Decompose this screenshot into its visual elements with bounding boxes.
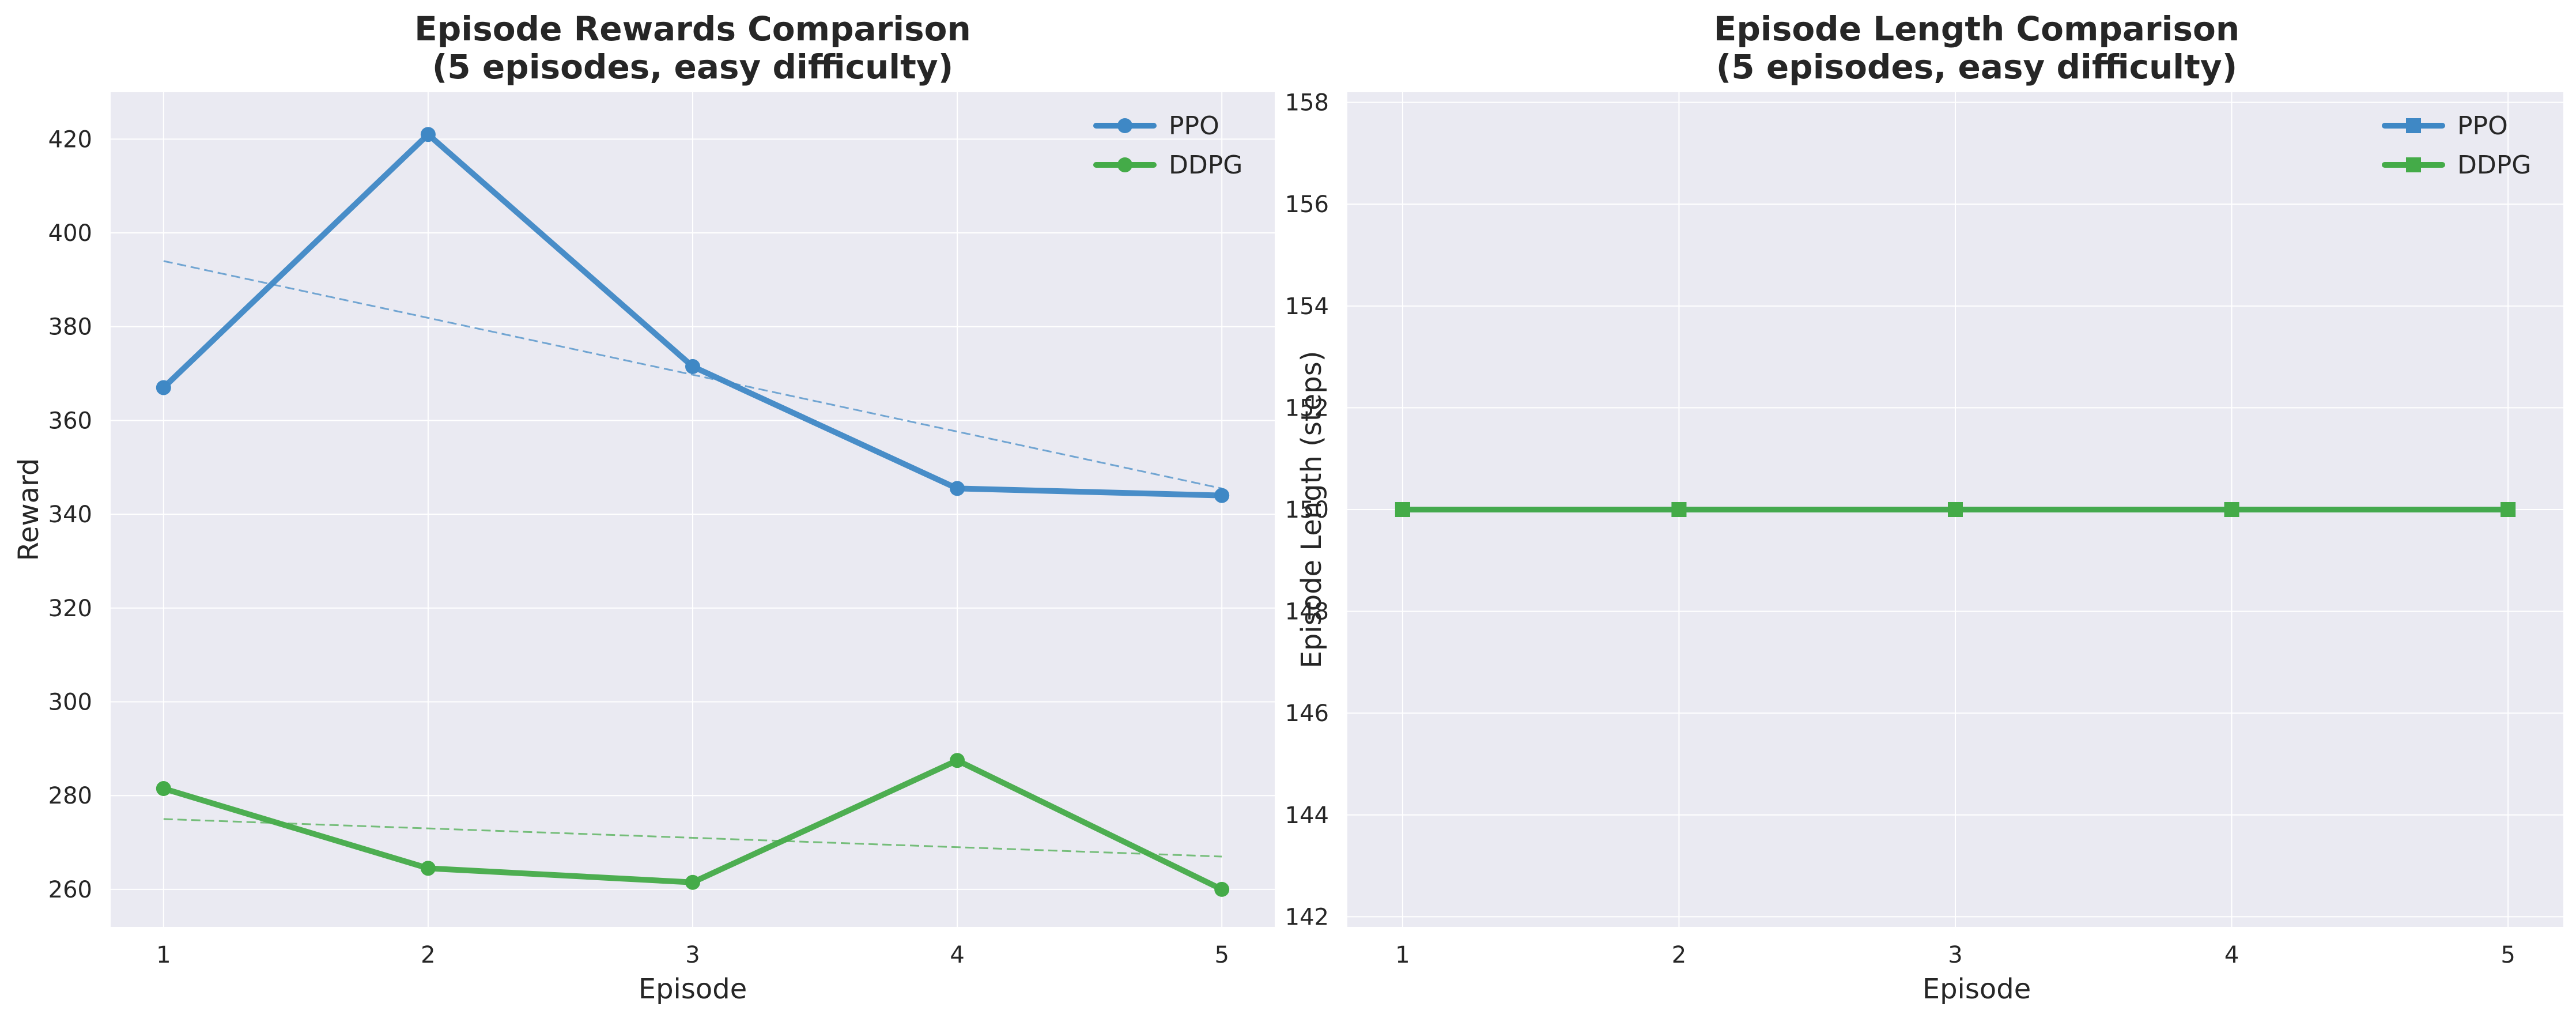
rewards-chart-title-line2: (5 episodes, easy difficulty) [432, 47, 953, 86]
length-data-point [2501, 502, 2516, 517]
rewards-x-tick-labels: 1 2 3 4 5 [156, 942, 1229, 968]
length-x-tick-labels: 1 2 3 4 5 [1395, 942, 2515, 968]
length-data-point [1395, 502, 1410, 517]
rewards-gridlines [111, 92, 1275, 927]
length-y-tick-label: 148 [1285, 599, 1329, 625]
rewards-data-point [685, 359, 700, 374]
length-data-point [1671, 502, 1687, 517]
length-legend-label-ddpg: DDPG [2457, 150, 2531, 180]
rewards-data-point [1214, 488, 1230, 503]
length-legend-marker [2406, 157, 2421, 172]
rewards-trendlines [163, 260, 1222, 858]
rewards-data-points [156, 127, 1230, 897]
rewards-x-tick-label: 5 [1214, 942, 1229, 968]
length-y-axis-label: Episode Length (steps) [1295, 351, 1328, 669]
rewards-chart-title-line1: Episode Rewards Comparison [414, 9, 971, 48]
rewards-y-tick-label: 320 [48, 595, 92, 622]
rewards-x-axis-label: Episode [639, 973, 747, 1005]
length-y-tick-label: 154 [1285, 293, 1329, 320]
length-x-tick-label: 4 [2224, 942, 2239, 968]
length-x-tick-label: 3 [1948, 942, 1962, 968]
length-x-tick-label: 2 [1672, 942, 1686, 968]
rewards-legend-label-ppo: PPO [1169, 111, 1219, 141]
rewards-legend-label-ddpg: DDPG [1169, 150, 1242, 180]
length-legend-label-ppo: PPO [2457, 111, 2508, 141]
length-y-tick-label: 152 [1285, 395, 1329, 421]
length-data-points [1395, 502, 2516, 517]
rewards-trendline-ppo [163, 260, 1222, 489]
length-chart-title-line1: Episode Length Comparison [1714, 9, 2239, 48]
rewards-x-tick-label: 3 [685, 942, 700, 968]
rewards-chart-panel: 1 2 3 4 5 260 280 300 320 340 360 380 400 420 Episod… [13, 9, 1275, 1005]
length-y-tick-label: 146 [1285, 700, 1329, 727]
length-y-tick-label: 142 [1285, 904, 1329, 930]
length-y-tick-labels: 142 144 146 148 150 152 154 156 158 [1285, 90, 1329, 931]
rewards-y-tick-label: 400 [48, 220, 92, 247]
length-x-tick-label: 1 [1395, 942, 1410, 968]
rewards-x-tick-label: 2 [421, 942, 435, 968]
length-chart-panel: 1 2 3 4 5 142 144 146 148 150 152 154 156 158 Episod… [1285, 9, 2563, 1005]
rewards-trendline-ddpg [163, 818, 1222, 858]
rewards-legend-marker [1117, 118, 1132, 133]
rewards-y-tick-label: 280 [48, 783, 92, 809]
rewards-y-tick-label: 420 [48, 126, 92, 153]
rewards-legend-marker [1117, 157, 1132, 172]
rewards-y-tick-label: 360 [48, 408, 92, 434]
length-y-tick-label: 144 [1285, 802, 1329, 829]
rewards-y-tick-label: 260 [48, 877, 92, 903]
rewards-y-tick-label: 380 [48, 314, 92, 341]
length-y-tick-label: 158 [1285, 90, 1329, 116]
length-legend-marker [2406, 118, 2421, 133]
length-legend: PPO DDPG [2382, 111, 2531, 180]
rewards-legend: PPO DDPG [1093, 111, 1242, 180]
length-y-tick-label: 156 [1285, 191, 1329, 218]
length-chart-title-line2: (5 episodes, easy difficulty) [1716, 47, 2237, 86]
rewards-y-tick-label: 340 [48, 501, 92, 528]
length-x-axis-label: Episode [1922, 973, 2031, 1005]
length-data-point [2224, 502, 2239, 517]
rewards-data-point [420, 127, 436, 142]
rewards-data-point [1214, 881, 1230, 897]
rewards-data-point [950, 753, 965, 768]
rewards-y-axis-label: Reward [13, 458, 45, 561]
rewards-x-tick-label: 1 [156, 942, 171, 968]
length-data-point [1948, 502, 1963, 517]
rewards-data-point [685, 874, 700, 890]
rewards-y-tick-label: 300 [48, 689, 92, 716]
rewards-data-point [156, 781, 171, 797]
length-x-tick-label: 5 [2501, 942, 2515, 968]
rewards-data-point [950, 481, 965, 496]
length-y-tick-label: 150 [1285, 497, 1329, 523]
rewards-data-point [420, 861, 436, 876]
rewards-y-tick-labels: 260 280 300 320 340 360 380 400 420 [48, 126, 92, 903]
rewards-data-point [156, 380, 171, 395]
rewards-x-tick-label: 4 [950, 942, 964, 968]
